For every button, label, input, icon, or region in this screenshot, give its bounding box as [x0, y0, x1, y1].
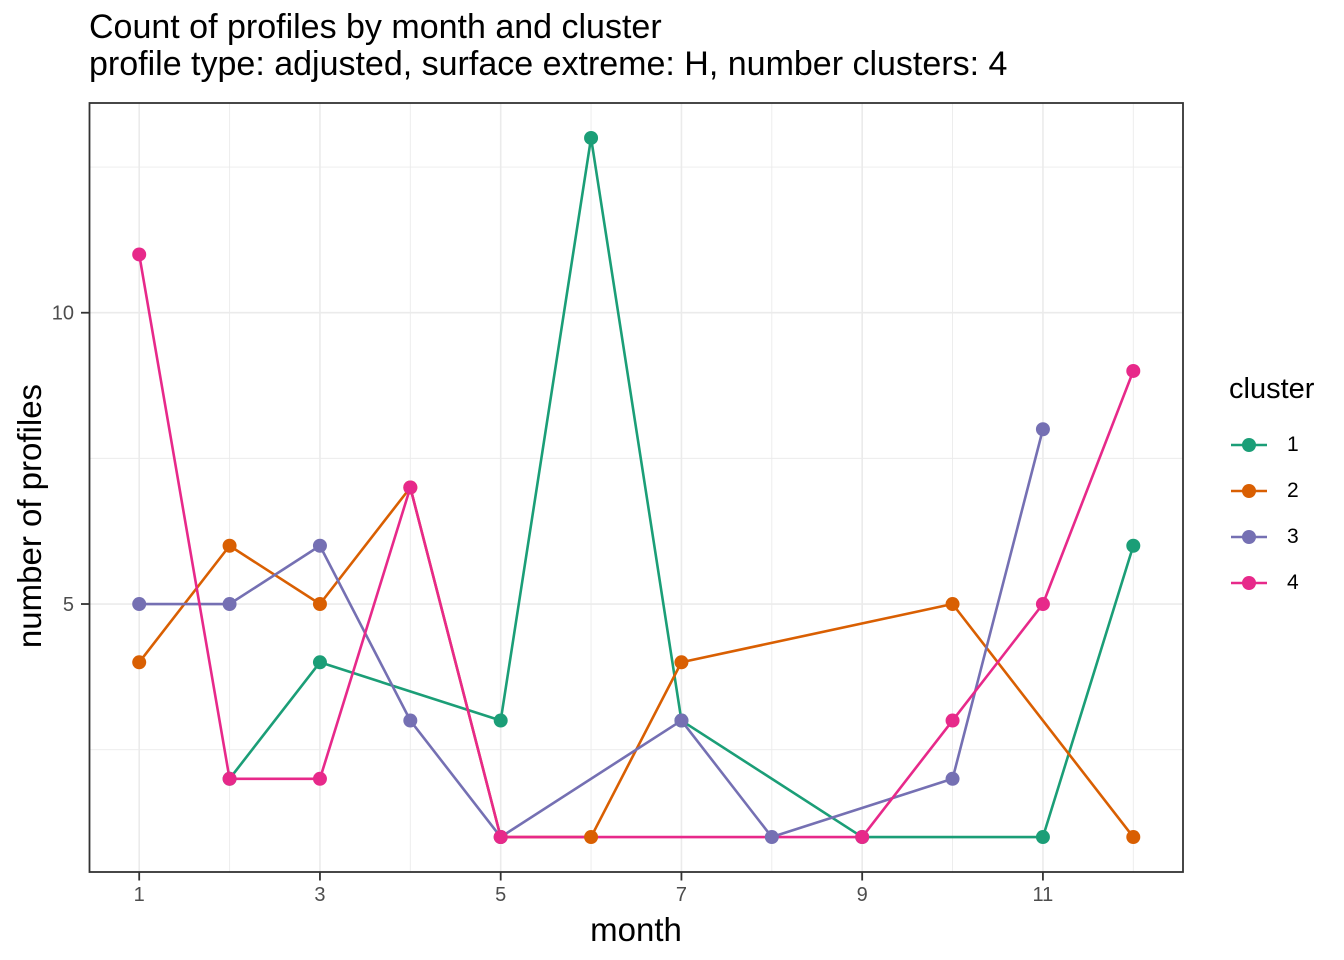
point-cluster-4-month-12	[1126, 363, 1141, 378]
legend-item-label: 3	[1287, 525, 1299, 548]
point-cluster-4-month-5	[493, 830, 508, 845]
point-cluster-4-month-2	[222, 771, 237, 786]
x-tick-label: 1	[134, 884, 145, 906]
point-cluster-1-month-6	[584, 130, 599, 145]
point-cluster-2-month-1	[132, 655, 147, 670]
point-cluster-4-month-11	[1035, 597, 1050, 612]
plot-subtitle: profile type: adjusted, surface extreme:…	[89, 45, 1008, 83]
panel-border	[88, 102, 1184, 873]
point-cluster-4-month-10	[945, 713, 960, 728]
legend-item-label: 1	[1287, 433, 1299, 456]
point-cluster-3-month-1	[132, 597, 147, 612]
point-cluster-4-month-4	[403, 480, 418, 495]
legend-item-label: 2	[1287, 479, 1299, 502]
x-tick-label: 9	[857, 884, 868, 906]
legend-key-icon	[1231, 530, 1267, 544]
y-axis-title: number of profiles	[11, 383, 48, 649]
y-tick-label: 10	[52, 303, 74, 325]
point-cluster-3-month-4	[403, 713, 418, 728]
point-cluster-2-month-6	[584, 830, 599, 845]
legend-item-cluster-1: 1	[1229, 422, 1314, 468]
plot-title: Count of profiles by month and cluster	[89, 8, 662, 46]
legend: cluster 1 2 3 4	[1229, 373, 1314, 606]
point-cluster-3-month-10	[945, 771, 960, 786]
legend-key-icon	[1231, 484, 1267, 498]
legend-key-icon	[1231, 438, 1267, 452]
point-cluster-3-month-2	[222, 597, 237, 612]
point-cluster-4-month-1	[132, 247, 147, 262]
point-cluster-3-month-3	[312, 538, 327, 553]
series-line-cluster-1	[228, 136, 1135, 839]
point-cluster-4-month-9	[855, 830, 870, 845]
point-cluster-1-month-3	[312, 655, 327, 670]
legend-item-cluster-2: 2	[1229, 468, 1314, 514]
point-cluster-3-month-8	[764, 830, 779, 845]
point-cluster-3-month-7	[674, 713, 689, 728]
legend-title: cluster	[1229, 373, 1315, 405]
legend-key-icon	[1231, 576, 1267, 590]
x-tick-label: 3	[314, 884, 325, 906]
x-tick-label: 5	[495, 884, 506, 906]
point-cluster-2-month-3	[312, 597, 327, 612]
point-cluster-1-month-12	[1126, 538, 1141, 553]
x-tick-label: 7	[676, 884, 687, 906]
legend-items: 1 2 3 4	[1229, 422, 1314, 606]
point-cluster-2-month-2	[222, 538, 237, 553]
point-cluster-4-month-3	[312, 771, 327, 786]
x-tick-label: 11	[1033, 884, 1054, 906]
legend-item-label: 4	[1287, 571, 1299, 594]
point-cluster-1-month-11	[1035, 830, 1050, 845]
x-axis-title: month	[590, 911, 682, 948]
point-cluster-2-month-10	[945, 597, 960, 612]
y-tick-label: 5	[63, 594, 74, 616]
point-cluster-2-month-12	[1126, 830, 1141, 845]
legend-item-cluster-3: 3	[1229, 514, 1314, 560]
point-cluster-1-month-5	[493, 713, 508, 728]
point-cluster-2-month-7	[674, 655, 689, 670]
panel-background	[89, 103, 1183, 872]
point-cluster-3-month-11	[1035, 422, 1050, 437]
legend-item-cluster-4: 4	[1229, 560, 1314, 606]
